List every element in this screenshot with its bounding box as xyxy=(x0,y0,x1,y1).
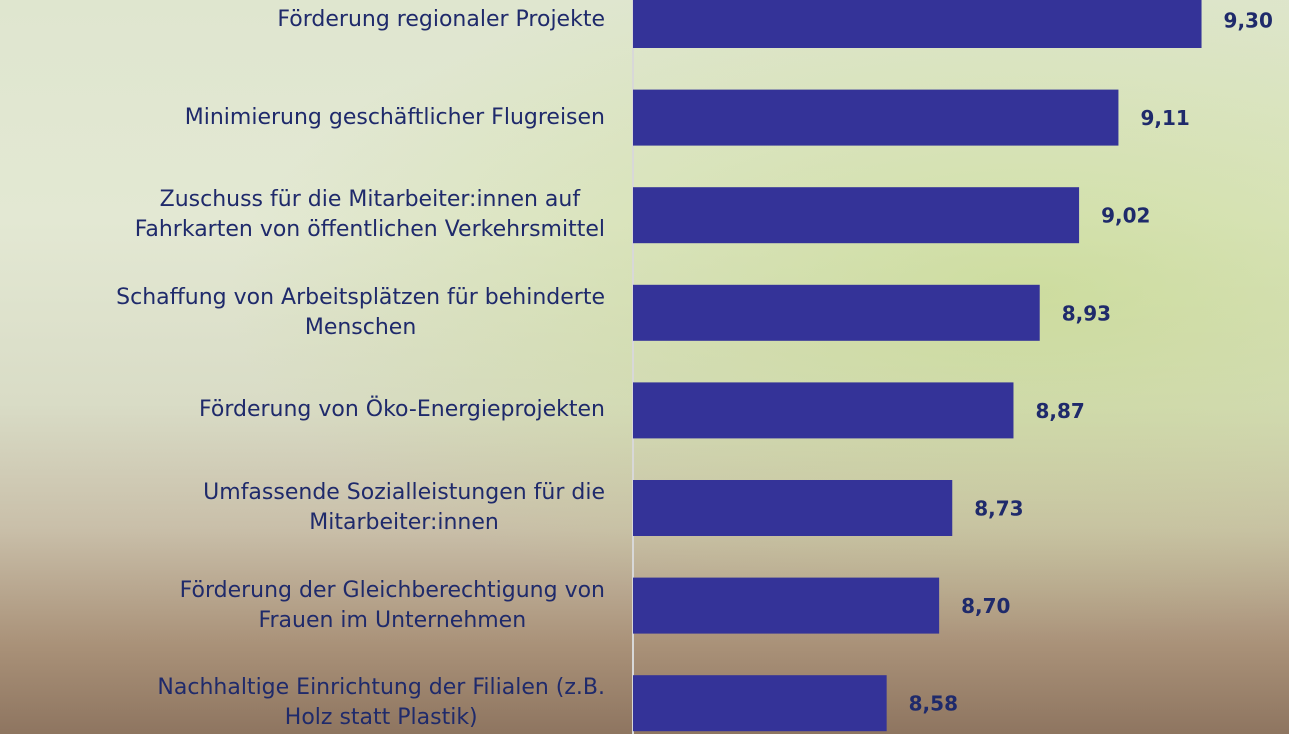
bar xyxy=(633,577,940,634)
value-label: 9,02 xyxy=(1101,204,1150,228)
category-label: Umfassende Sozialleistungen für die Mita… xyxy=(203,480,605,535)
bar xyxy=(633,382,1014,439)
bar xyxy=(633,675,887,732)
category-label: Nachhaltige Einrichtung der Filialen (z.… xyxy=(157,675,605,731)
category-label: Schaffung von Arbeitsplätzen für behinde… xyxy=(116,284,605,340)
value-label: 8,87 xyxy=(1035,399,1084,423)
bar xyxy=(633,480,953,536)
bar xyxy=(633,89,1119,146)
category-label: Förderung der Gleichberechtigung von Fra… xyxy=(179,577,605,633)
bar xyxy=(633,187,1080,244)
value-label: 9,30 xyxy=(1224,9,1273,33)
bar xyxy=(633,0,1202,48)
value-label: 8,70 xyxy=(961,594,1010,618)
value-label: 8,93 xyxy=(1062,301,1111,325)
value-label: 9,11 xyxy=(1140,106,1189,130)
category-label: Förderung von Öko-Energieprojekten xyxy=(198,397,605,423)
category-label: Zuschuss für die Mitarbeiter:innen auf F… xyxy=(134,187,605,243)
value-label: 8,73 xyxy=(974,497,1023,521)
category-label: Minimierung geschäftlicher Flugreisen xyxy=(184,104,605,130)
category-label: Förderung regionaler Projekte xyxy=(277,7,605,32)
value-label: 8,58 xyxy=(909,692,958,716)
bar xyxy=(633,284,1040,341)
